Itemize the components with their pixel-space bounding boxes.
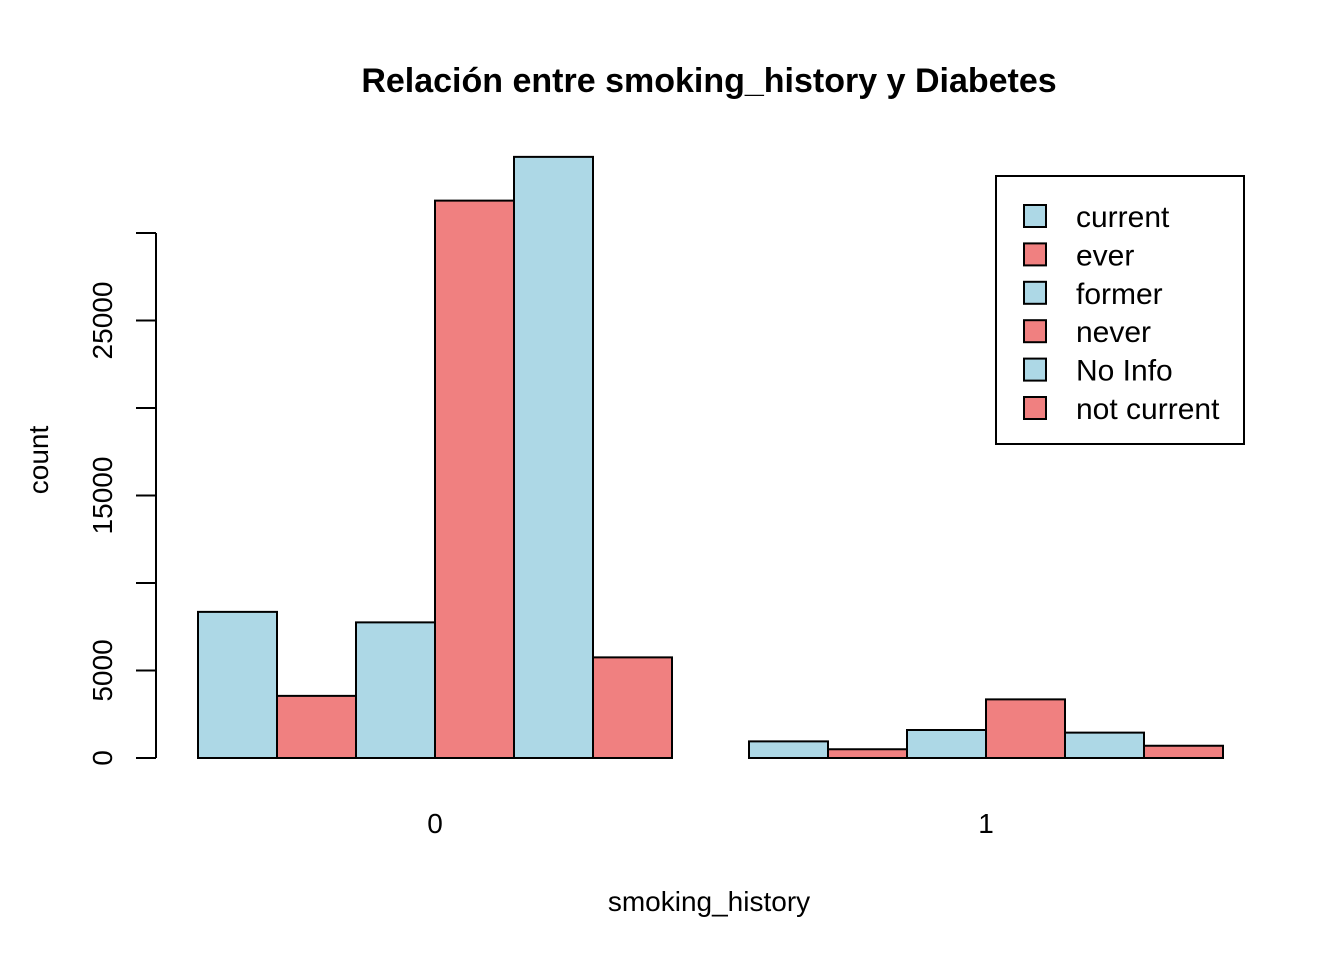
bar-former-group-0 — [355, 621, 436, 759]
x-tick-label: 0 — [427, 808, 443, 839]
legend: current ever former never No Info not current — [995, 175, 1245, 445]
bars-group — [197, 155, 1224, 759]
bar-not-current-group-0 — [592, 656, 673, 759]
y-axis-label: count — [23, 426, 54, 495]
legend-swatch-no-info — [1023, 357, 1047, 382]
chart-title: Relación entre smoking_history y Diabete… — [361, 62, 1056, 100]
bar-ever-group-1 — [827, 748, 908, 759]
legend-label: current — [1076, 201, 1170, 234]
legend-swatch-not-current — [1023, 396, 1047, 420]
y-tick-label: 15000 — [87, 457, 118, 535]
bar-current-group-1 — [748, 740, 829, 759]
legend-label: never — [1076, 316, 1151, 349]
x-axis-label: smoking_history — [608, 886, 810, 917]
bar-current-group-0 — [197, 610, 278, 759]
bar-never-group-0 — [434, 199, 515, 759]
legend-label: ever — [1076, 239, 1134, 272]
y-axis: 0 5000 15000 25000 — [87, 232, 157, 766]
y-tick-label: 5000 — [87, 639, 118, 701]
bar-ever-group-0 — [276, 694, 357, 759]
legend-label: not current — [1076, 393, 1220, 426]
x-tick-label: 1 — [978, 808, 994, 839]
legend-label: No Info — [1076, 355, 1173, 388]
bar-never-group-1 — [985, 698, 1066, 759]
legend-swatch-current — [1023, 204, 1047, 228]
y-tick-label: 25000 — [87, 282, 118, 360]
legend-swatch-ever — [1023, 242, 1047, 267]
legend-label: former — [1076, 278, 1163, 311]
bar-not-current-group-1 — [1143, 744, 1224, 759]
legend-swatch-never — [1023, 319, 1047, 344]
legend-swatch-former — [1023, 280, 1047, 305]
bar-no-info-group-0 — [513, 155, 594, 759]
bar-no-info-group-1 — [1064, 731, 1145, 759]
bar-former-group-1 — [906, 729, 987, 759]
y-tick-label: 0 — [87, 750, 118, 766]
